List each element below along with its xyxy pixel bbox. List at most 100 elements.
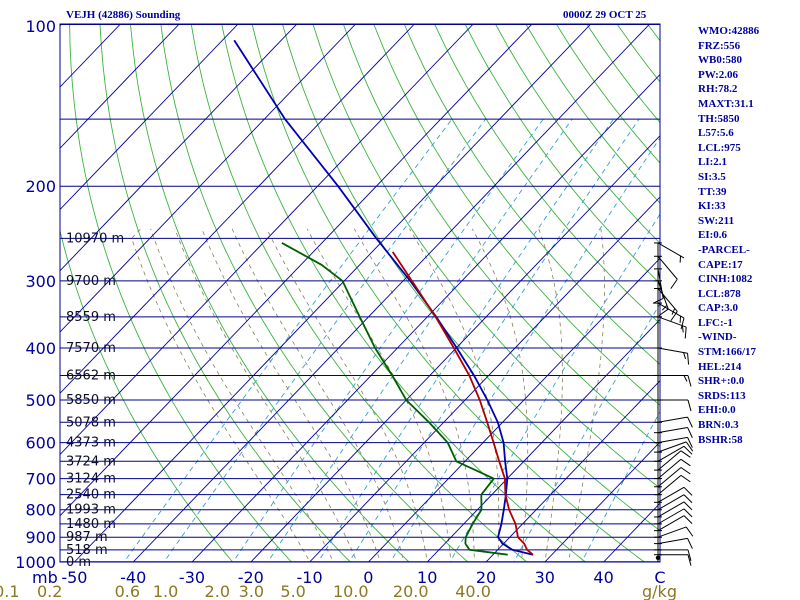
- sounding-param: SRDS:113: [698, 389, 746, 402]
- sounding-param: LFC:-1: [698, 316, 733, 329]
- wind-barb: [657, 347, 690, 365]
- wind-barb-shaft: [657, 508, 685, 525]
- wind-barb-shaft: [657, 441, 687, 453]
- wind-barb: [657, 426, 693, 438]
- sounding-param: FRZ:556: [698, 39, 741, 52]
- wind-barb-feather: [687, 375, 692, 387]
- wind-barb-feather: [687, 353, 690, 365]
- sounding-param: BRN:0.3: [698, 419, 739, 432]
- mixing-ratio-tick-label: 0.1: [0, 582, 20, 600]
- sounding-param: HEL:214: [698, 360, 742, 373]
- wind-barb-feather: [687, 538, 693, 549]
- isotherm-line: [250, 135, 660, 562]
- wind-barb-shaft: [657, 486, 685, 503]
- wind-barb: [658, 554, 692, 566]
- sounding-param: L57:5.6: [698, 127, 734, 140]
- mixing-ratio-tick-label: 0.6: [115, 582, 140, 600]
- height-label: 6562 m: [66, 368, 116, 383]
- wind-barb: [657, 501, 693, 518]
- sounding-param: KI:33: [698, 200, 726, 213]
- isotherm-line: [60, 24, 533, 517]
- wind-barb: [657, 441, 694, 453]
- isotherm-line: [60, 24, 298, 272]
- dry-adiabat-line: [160, 24, 469, 562]
- height-label: 2540 m: [66, 488, 116, 503]
- wind-barb-feather: [687, 416, 693, 428]
- mixing-ratio-unit-label: g/kg: [642, 582, 677, 600]
- wind-barb-shaft: [657, 288, 678, 312]
- mixing-ratio-tick-label: 10.0: [333, 582, 369, 600]
- station-title: VEJH (42886) Sounding: [66, 9, 181, 21]
- wind-barb: [658, 549, 692, 561]
- sounding-param: WB0:580: [698, 54, 742, 67]
- height-label: 5850 m: [66, 393, 116, 408]
- mixing-ratio-tick-label: 40.0: [455, 582, 491, 600]
- sounding-param: SW:211: [698, 214, 735, 227]
- wind-barb-feather: [683, 375, 688, 382]
- wind-barb: [658, 399, 692, 412]
- wind-barb: [657, 486, 693, 503]
- wind-barb-shaft: [657, 436, 688, 444]
- mixing-ratio-line: [123, 118, 453, 562]
- dry-adiabat-line: [60, 228, 234, 562]
- isotherm-line: [426, 318, 660, 562]
- wind-barb-feather: [687, 399, 692, 412]
- isotherm-line: [132, 24, 651, 562]
- temperature-tick-label: -20: [238, 568, 264, 587]
- moist-adiabat-line: [353, 228, 475, 562]
- wind-barb: [657, 280, 669, 317]
- dry-adiabat-line: [190, 24, 528, 562]
- wind-barb-shaft: [657, 450, 682, 471]
- sounding-parameters: WMO:42886 FRZ:556 WB0:580 PW:2.06 RH:78.2 MAX…: [698, 24, 759, 447]
- moist-adiabat-line: [131, 228, 311, 562]
- height-label: 987 m: [66, 530, 108, 545]
- temperature-tick-label: -50: [61, 568, 87, 587]
- isotherm-line: [60, 24, 239, 211]
- temperature-tick-label: -40: [120, 568, 146, 587]
- wind-barb-feather: [681, 325, 684, 333]
- wind-barb: [657, 416, 693, 428]
- wind-barb-shaft: [657, 255, 678, 280]
- sounding-param: CAPE:17: [698, 258, 743, 271]
- moist-adiabat-line: [568, 228, 605, 562]
- mb-unit-label: mb: [32, 568, 58, 587]
- height-label: 9700 m: [66, 274, 116, 289]
- sounding-param: CAP:3.0: [698, 302, 739, 315]
- temperature-tick-label: 40: [593, 568, 613, 587]
- wind-barb: [657, 445, 693, 462]
- mixing-ratio-tick-label: 2.0: [205, 582, 230, 600]
- wind-barb: [657, 467, 691, 488]
- wind-barb-feather: [683, 494, 693, 504]
- sounding-param: CINH:1082: [698, 273, 753, 286]
- wind-barb: [658, 374, 692, 387]
- wind-barb-feather: [685, 441, 694, 452]
- sounding-param: RH:78.2: [698, 83, 738, 96]
- isotherm-line: [60, 24, 415, 394]
- dry-adiabat-line: [130, 24, 410, 562]
- sounding-param: SHR+:0.0: [698, 375, 745, 388]
- wind-barb-shaft: [657, 316, 687, 328]
- mixing-ratio-tick-label: 5.0: [280, 582, 305, 600]
- dewpoint-profile: [281, 242, 508, 556]
- height-label: 3124 m: [66, 472, 116, 487]
- mixing-ratio-line: [163, 118, 486, 562]
- wind-barb-feather: [680, 467, 691, 475]
- isotherm-line: [60, 24, 180, 149]
- isotherm-line: [309, 196, 660, 562]
- wind-barb: [657, 450, 691, 471]
- wind-barb: [657, 515, 693, 532]
- sounding-param: -PARCEL-: [698, 243, 750, 256]
- height-label: 8559 m: [66, 310, 116, 325]
- pressure-label: 600: [25, 434, 56, 453]
- height-label: 518 m: [66, 543, 108, 558]
- moist-adiabat-line: [150, 228, 334, 562]
- sounding-param: STM:166/17: [698, 346, 757, 359]
- sounding-param: EI:0.6: [698, 229, 728, 242]
- pressure-label: 700: [25, 470, 56, 489]
- mixing-ratio-tick-label: 20.0: [393, 582, 429, 600]
- wind-barb-feather: [683, 515, 693, 525]
- isotherm-line: [74, 24, 592, 562]
- valid-time: 0000Z 29 OCT 25: [563, 9, 647, 21]
- wind-barb: [657, 458, 691, 479]
- wind-barb: [657, 242, 685, 263]
